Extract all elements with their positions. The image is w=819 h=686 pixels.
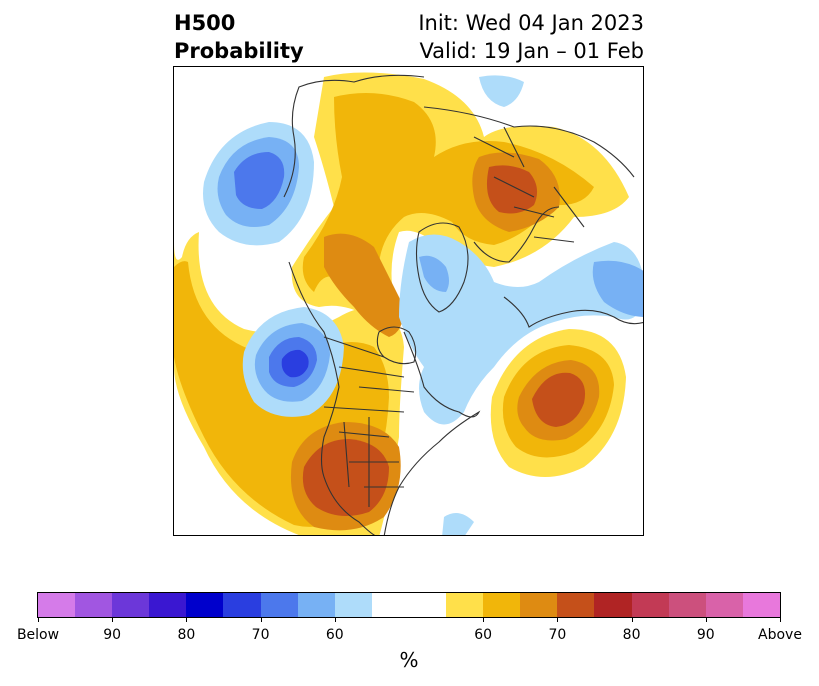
colorbar-segment	[631, 593, 669, 617]
europe-coast	[503, 296, 643, 328]
colorbar-segment	[668, 593, 706, 617]
probability-map	[173, 66, 644, 536]
colorbar-segment	[371, 593, 447, 617]
colorbar-tick-label: 60	[325, 627, 344, 643]
atlantic-cool-sliver	[442, 513, 474, 535]
gulf-alaska-cool-core	[281, 349, 309, 378]
scandinavia-core	[486, 165, 538, 214]
map-svg	[174, 72, 643, 535]
colorbar-tick-mark	[334, 618, 336, 622]
colorbar-tick-mark	[112, 618, 114, 622]
hudson-bay	[376, 326, 417, 365]
colorbar-tick-label: 70	[548, 627, 567, 643]
canada-borders	[323, 336, 415, 393]
colorbar-segment	[260, 593, 298, 617]
asia-coast	[283, 74, 425, 198]
colorbar-segment	[483, 593, 521, 617]
colorbar-segment	[446, 593, 484, 617]
scandinavia-coast	[473, 206, 560, 263]
canada-arctic-warm	[324, 233, 404, 337]
colorbar-segment	[334, 593, 372, 617]
north-america-coast	[288, 261, 376, 535]
russia-arctic-coast	[423, 106, 635, 178]
colorbar-tick-mark	[38, 618, 39, 622]
colorbar-tick-label: 80	[177, 627, 196, 643]
europe-borders	[473, 126, 585, 243]
init-date: Init: Wed 04 Jan 2023	[418, 11, 644, 35]
title-product: Probability	[174, 39, 304, 63]
colorbar-segment	[149, 593, 187, 617]
map-linework	[283, 74, 643, 535]
colorbar-tick-label: 90	[103, 627, 122, 643]
arctic-warm-mid	[302, 93, 594, 292]
colorbar-tick-mark	[260, 618, 262, 622]
colorbar-units: %	[399, 648, 419, 672]
colorbar-tick-mark	[186, 618, 188, 622]
greenland-cool-inner	[419, 255, 449, 292]
colorbar-segment	[705, 593, 743, 617]
colorbar-segment	[223, 593, 261, 617]
colorbar-tick-mark	[483, 618, 485, 622]
valid-range: Valid: 19 Jan – 01 Feb	[419, 39, 644, 63]
colorbar-segment	[594, 593, 632, 617]
colorbar-segment	[112, 593, 150, 617]
colorbar-segment	[742, 593, 780, 617]
colorbar-tick-label: 70	[251, 627, 270, 643]
colorbar-segment	[297, 593, 335, 617]
title-variable: H500	[174, 11, 236, 35]
greenland-cool	[399, 234, 643, 425]
bering-cool-inner	[234, 152, 285, 209]
colorbar-tick-label: 60	[474, 627, 493, 643]
europe-cool-mid	[592, 260, 643, 317]
us-southwest-core	[302, 439, 389, 516]
colorbar-segment	[557, 593, 595, 617]
chart-title: H500 Probability	[174, 9, 304, 65]
colorbar-segment	[186, 593, 224, 617]
atlantic-warm-core	[532, 372, 586, 427]
colorbar-segment	[75, 593, 113, 617]
colorbar-tick-mark	[631, 618, 633, 622]
colorbar-tick-mark	[780, 618, 781, 622]
chart-dates: Init: Wed 04 Jan 2023 Valid: 19 Jan – 01…	[418, 9, 644, 65]
greenland-coast	[415, 222, 469, 313]
colorbar-tick-label: Below	[16, 627, 60, 643]
colorbar	[37, 592, 781, 618]
colorbar-segment	[520, 593, 558, 617]
below-normal-regions	[203, 75, 643, 535]
colorbar-tick-mark	[705, 618, 707, 622]
colorbar-tick-mark	[557, 618, 559, 622]
colorbar-segment	[38, 593, 76, 617]
arctic-cool	[479, 75, 524, 107]
colorbar-tick-label: Above	[758, 627, 802, 643]
colorbar-tick-label: 90	[696, 627, 715, 643]
us-borders	[323, 406, 405, 507]
colorbar-tick-label: 80	[622, 627, 641, 643]
